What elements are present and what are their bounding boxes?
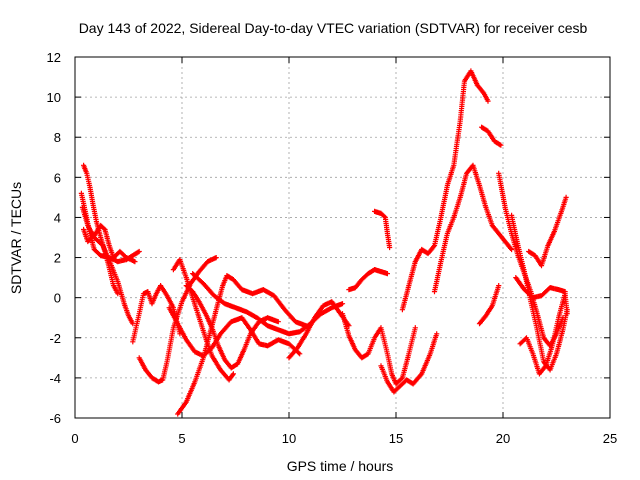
plot-frame	[74, 56, 611, 419]
data-marks	[78, 68, 570, 417]
series-track-o	[372, 208, 393, 251]
data-point-markers	[526, 194, 569, 269]
series-track-j	[166, 305, 303, 359]
y-tick-label: 2	[54, 251, 61, 266]
series-track-q	[399, 68, 491, 313]
series-track-r	[431, 162, 515, 295]
x-tick-label: 25	[603, 431, 617, 446]
y-tick-label: 12	[47, 50, 61, 65]
data-point-markers	[479, 124, 504, 148]
series-track-c	[81, 162, 121, 297]
y-tick-label: -2	[49, 331, 61, 346]
x-axis-label: GPS time / hours	[287, 458, 394, 474]
series-track-u	[496, 170, 566, 349]
data-point-markers	[372, 208, 393, 251]
series-track-p	[378, 331, 440, 395]
data-point-markers	[476, 283, 502, 327]
x-tick-label: 20	[496, 431, 510, 446]
y-tick-label: 4	[54, 210, 61, 225]
chart-title: Day 143 of 2022, Sidereal Day-to-day VTE…	[79, 20, 588, 36]
x-tick-label: 10	[282, 431, 296, 446]
series-track-t	[476, 283, 502, 327]
series-track-d	[81, 222, 138, 265]
series-track-n	[346, 267, 390, 293]
y-tick-label: 10	[47, 90, 61, 105]
data-point-markers	[496, 170, 566, 349]
data-point-markers	[517, 291, 570, 377]
series-track-m	[339, 311, 418, 387]
data-point-markers	[286, 299, 352, 361]
series-track-l	[286, 299, 352, 361]
y-tick-label: 0	[54, 291, 61, 306]
x-tick-label: 0	[71, 431, 78, 446]
data-point-markers	[431, 162, 515, 295]
data-point-markers	[346, 267, 390, 293]
x-tick-label: 5	[178, 431, 185, 446]
series-track-y	[513, 275, 568, 301]
data-point-markers	[513, 275, 568, 301]
y-tick-label: -6	[49, 411, 61, 426]
data-point-markers	[399, 68, 491, 313]
series-track-w	[517, 291, 570, 377]
y-tick-label: 8	[54, 130, 61, 145]
data-point-markers	[166, 305, 303, 359]
data-point-markers	[339, 311, 418, 387]
x-tick-label: 15	[389, 431, 403, 446]
series-track-s	[479, 124, 504, 148]
y-tick-label: 6	[54, 170, 61, 185]
data-point-markers	[378, 331, 440, 395]
grid-lines	[75, 57, 610, 418]
series-track-x	[526, 194, 569, 269]
data-point-markers	[81, 222, 138, 265]
y-tick-label: -4	[49, 371, 61, 386]
y-axis-label: SDTVAR / TECUs	[8, 182, 24, 294]
data-point-markers	[81, 162, 121, 297]
axis-ticks: -6 -4 -2 0 2 4 6 8 10 12 0 5 10 15 20 25	[47, 50, 618, 446]
